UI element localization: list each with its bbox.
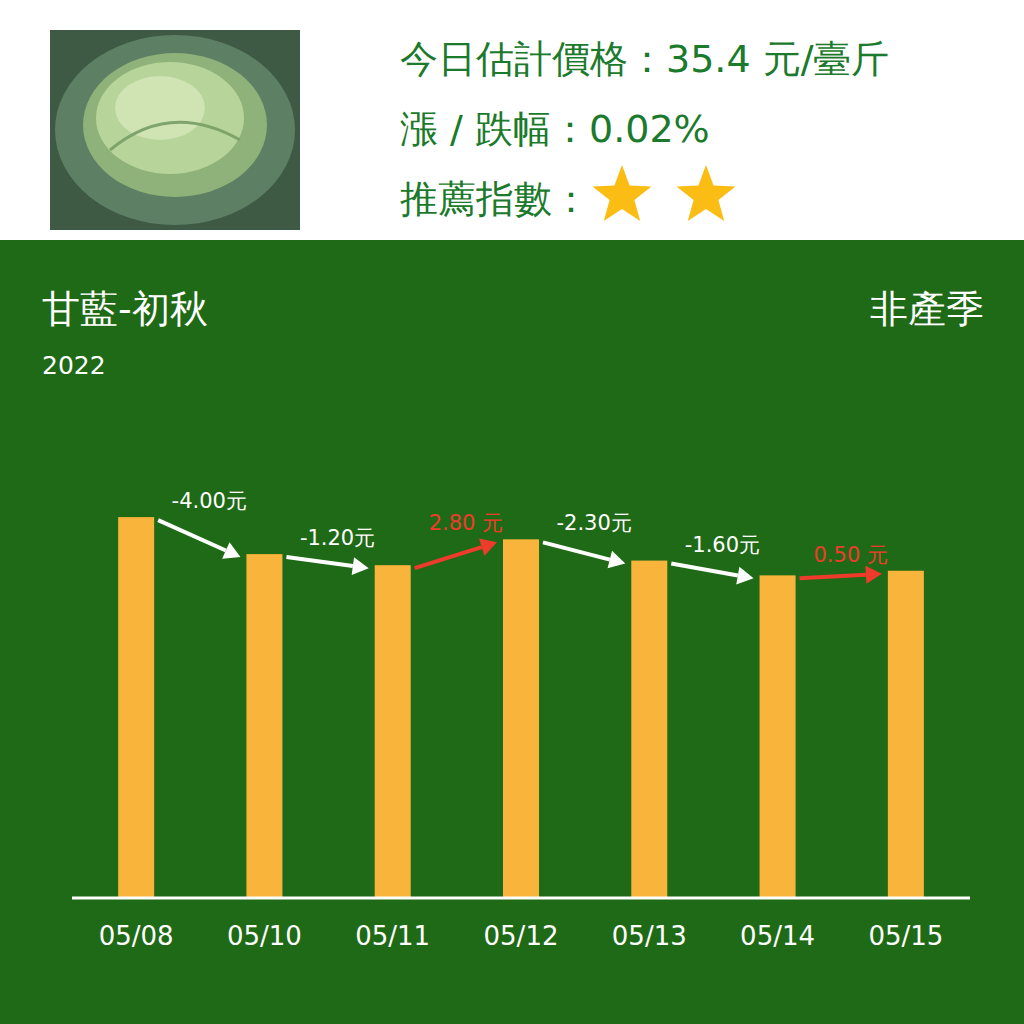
change-arrow-head [222,542,240,558]
change-arrow-head [736,567,753,585]
cabbage-photo [50,30,300,230]
bar [118,517,154,898]
change-arrow-head [608,551,626,568]
bar [760,575,796,898]
change-arrow-head [479,539,497,556]
chart-panel [0,240,1024,1024]
x-tick-label: 05/13 [612,921,687,951]
change-label: -1.20元 [300,526,375,550]
change-label: -4.00元 [172,489,247,513]
bar [375,565,411,898]
change-arrow-head [865,566,881,584]
rating-label: 推薦指數： [400,177,590,221]
bars [118,517,924,898]
rating-star [677,165,736,221]
x-tick-label: 05/10 [227,921,302,951]
page: 今日估計價格：35.4 元/臺斤漲 / 跌幅：0.02% 推薦指數： 甘藍-初秋 20… [0,0,1024,1024]
chart-title: 甘藍-初秋 [42,287,208,331]
price-text: 今日估計價格：35.4 元/臺斤 [400,37,890,81]
change-arrow-head [352,557,369,575]
change-label: 0.50 元 [813,543,887,567]
background [0,0,1024,1024]
bar [631,561,667,898]
change-arrows [158,520,882,584]
x-tick-label: 05/12 [484,921,559,951]
x-axis [72,897,970,900]
change-arrow-line [543,542,610,559]
bar [888,571,924,898]
change-label: -2.30元 [556,511,631,535]
change-label: 2.80 元 [429,511,503,535]
season-badge: 非產季 [870,287,984,331]
x-tick-label: 05/11 [355,921,430,951]
change-arrow-line [671,564,738,576]
bar [246,554,282,898]
change-arrow-line [286,557,352,566]
change-arrow-line [158,520,226,550]
x-tick-label: 05/08 [99,921,174,951]
x-tick-label: 05/15 [868,921,943,951]
header: 今日估計價格：35.4 元/臺斤漲 / 跌幅：0.02% 推薦指數： [400,37,890,221]
chart-subtitle: 2022 [42,351,106,380]
change-label: -1.60元 [685,533,760,557]
change-arrow-line [415,547,482,568]
change-arrow-line [800,575,866,579]
rating-star [593,165,652,221]
x-tick-label: 05/14 [740,921,815,951]
change-text: 漲 / 跌幅：0.02% [400,107,710,151]
bar [503,539,539,898]
